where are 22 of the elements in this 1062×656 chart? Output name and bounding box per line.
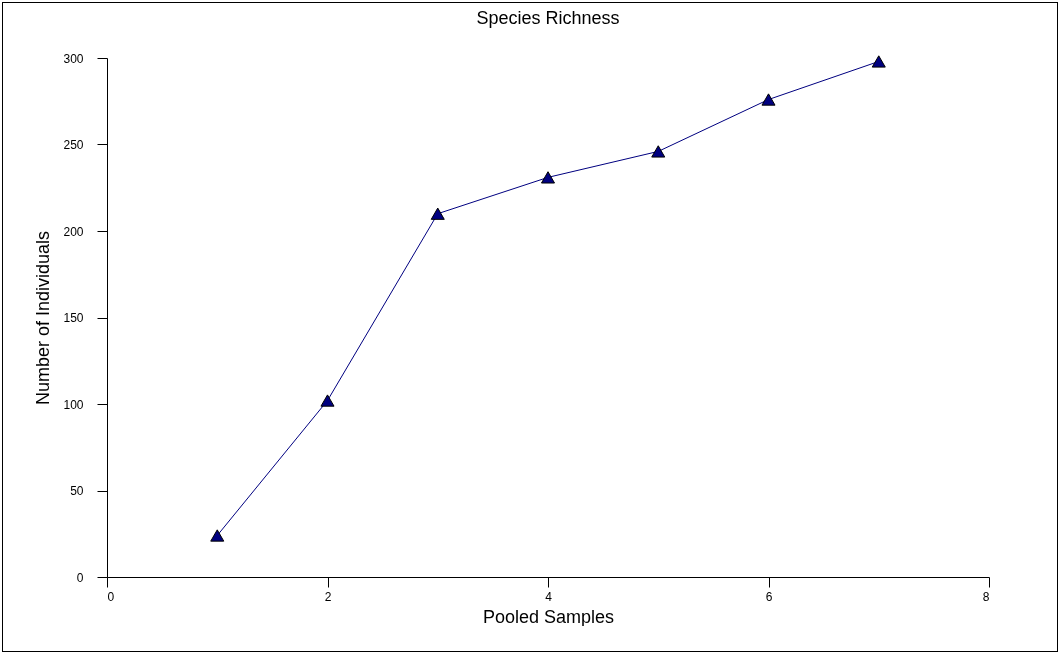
y-tick-label: 300 bbox=[63, 51, 84, 66]
x-tick-label: 6 bbox=[765, 589, 773, 604]
chart-title: Species Richness bbox=[476, 8, 620, 28]
point bbox=[430, 207, 445, 220]
y-axis-title: Number of Individuals bbox=[33, 230, 54, 406]
y-tick-label: 150 bbox=[63, 311, 84, 325]
y-tick-label: 50 bbox=[70, 484, 84, 498]
point bbox=[210, 529, 225, 542]
point bbox=[871, 55, 886, 68]
x-tick-label: 2 bbox=[324, 589, 332, 604]
x-tick-label: 0 bbox=[107, 589, 115, 604]
x-axis-title: Pooled Samples bbox=[482, 606, 615, 627]
y-tick-label: 100 bbox=[63, 397, 84, 412]
point bbox=[320, 394, 335, 407]
y-tick-label: 200 bbox=[63, 224, 84, 239]
point bbox=[540, 171, 556, 184]
y-tick-label: 250 bbox=[63, 138, 84, 152]
x-tick-label: 8 bbox=[982, 589, 990, 604]
point bbox=[761, 93, 776, 106]
y-tick-label: 0 bbox=[76, 570, 84, 585]
point bbox=[651, 145, 666, 158]
x-tick-label: 4 bbox=[545, 589, 553, 604]
